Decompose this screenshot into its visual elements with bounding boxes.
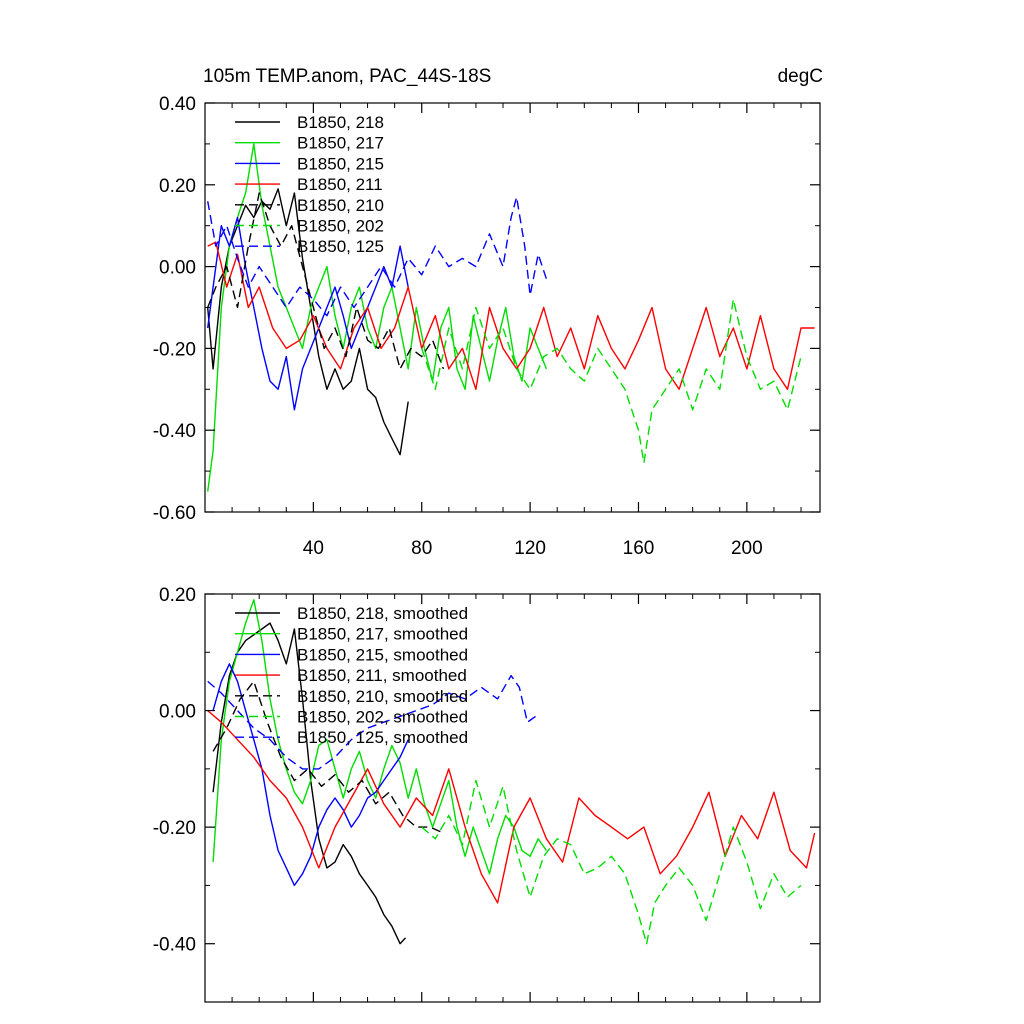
legend: B1850, 218, smoothed B1850, 217, smoothed… bbox=[235, 604, 468, 747]
chart-title: 105m TEMP.anom, PAC_44S-18S bbox=[203, 66, 491, 87]
legend-label-2: B1850, 215, smoothed bbox=[297, 645, 468, 664]
series-line-1 bbox=[212, 599, 547, 875]
y-tick-label: 0.00 bbox=[159, 258, 196, 279]
series-line-4 bbox=[207, 192, 445, 370]
legend-label-5: B1850, 202, smoothed bbox=[297, 708, 468, 727]
y-tick-label: 0.20 bbox=[159, 176, 196, 197]
y-tick-label: -0.60 bbox=[153, 503, 196, 524]
legend-label-0: B1850, 218, smoothed bbox=[297, 604, 468, 623]
y-tick-label: 0.40 bbox=[159, 94, 196, 115]
legend-label-2: B1850, 215 bbox=[297, 154, 384, 173]
y-tick-label: -0.20 bbox=[153, 818, 196, 839]
top-panel: -0.60 -0.40 -0.20 0.00 0.20 0.40 40 80 120 160 200… bbox=[153, 94, 821, 559]
legend-label-1: B1850, 217 bbox=[297, 134, 384, 153]
x-tick-label: 40 bbox=[303, 538, 324, 559]
series-line-6 bbox=[207, 674, 536, 770]
series-line-1 bbox=[207, 143, 548, 492]
legend-label-4: B1850, 210, smoothed bbox=[297, 687, 468, 706]
y-tick-label: -0.40 bbox=[153, 421, 196, 442]
series-line-6 bbox=[207, 196, 548, 317]
legend-label-3: B1850, 211, smoothed bbox=[297, 666, 467, 685]
series-line-5 bbox=[421, 298, 802, 464]
legend-label-5: B1850, 202 bbox=[297, 217, 384, 236]
plot-frame bbox=[204, 593, 821, 1003]
legend-label-0: B1850, 218 bbox=[297, 113, 384, 132]
series-line-4 bbox=[212, 680, 444, 834]
series-lines bbox=[207, 599, 816, 945]
x-tick-label: 200 bbox=[731, 538, 763, 559]
series-line-3 bbox=[207, 241, 815, 390]
legend-label-3: B1850, 211 bbox=[297, 175, 383, 194]
series-line-5 bbox=[421, 779, 802, 945]
x-tick-label: 160 bbox=[623, 538, 655, 559]
x-tick-label: 120 bbox=[514, 538, 546, 559]
x-tick-label: 80 bbox=[411, 538, 432, 559]
y-tick-label: -0.20 bbox=[153, 339, 196, 360]
legend-label-6: B1850, 125 bbox=[297, 237, 384, 256]
legend-label-1: B1850, 217, smoothed bbox=[297, 625, 468, 644]
y-tick-label: 0.00 bbox=[159, 702, 196, 723]
y-tick-label: -0.40 bbox=[153, 935, 196, 956]
series-line-3 bbox=[207, 710, 816, 904]
series-line-2 bbox=[212, 663, 409, 887]
legend-label-4: B1850, 210 bbox=[297, 196, 384, 215]
legend-label-6: B1850, 125, smoothed bbox=[297, 728, 468, 747]
chart-units: degC bbox=[778, 66, 823, 87]
y-tick-label: 0.20 bbox=[159, 585, 196, 606]
